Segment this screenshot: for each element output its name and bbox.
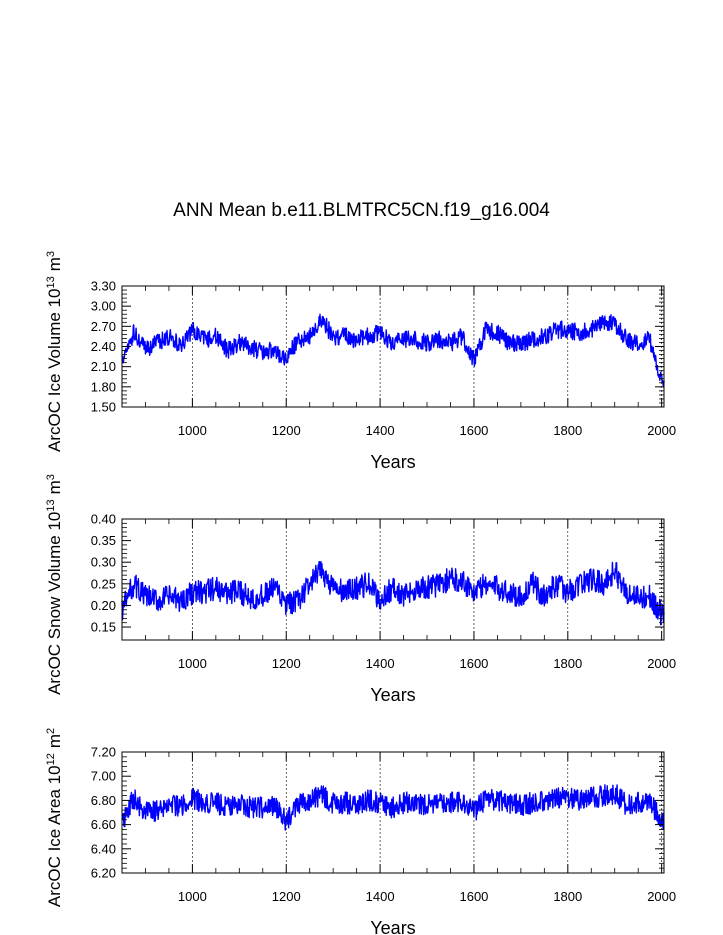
y-tick-label: 1.80 (91, 379, 116, 394)
y-tick-label: 0.35 (91, 533, 116, 548)
x-tick-label: 2000 (647, 423, 676, 438)
x-tick-label: 1200 (272, 656, 301, 671)
figure-title: ANN Mean b.e11.BLMTRC5CN.f19_g16.004 (173, 200, 550, 221)
y-tick-label: 6.60 (91, 817, 116, 832)
x-tick-label: 1800 (553, 656, 582, 671)
series-line (121, 313, 665, 388)
y-tick-label: 0.30 (91, 555, 116, 570)
y-tick-label: 1.50 (91, 400, 116, 415)
y-tick-label: 0.20 (91, 598, 116, 613)
y-axis-label: ArcOC Ice Volume 1013m3 (45, 251, 64, 452)
y-tick-label: 6.40 (91, 841, 116, 856)
y-axis-label: ArcOC Ice Area 1012m2 (45, 728, 64, 907)
x-axis-label: Years (370, 685, 415, 705)
y-tick-label: 6.20 (91, 866, 116, 881)
y-tick-label: 3.00 (91, 299, 116, 314)
y-tick-label: 2.10 (91, 359, 116, 374)
y-axis-label: ArcOC Snow Volume 1013m3 (45, 474, 64, 695)
x-tick-label: 1400 (366, 889, 395, 904)
x-tick-label: 2000 (647, 656, 676, 671)
x-tick-label: 1000 (178, 423, 207, 438)
x-tick-label: 1600 (459, 423, 488, 438)
series-line (121, 560, 665, 626)
y-tick-label: 0.15 (91, 620, 116, 635)
y-tick-label: 7.00 (91, 769, 116, 784)
y-tick-label: 6.80 (91, 793, 116, 808)
y-tick-label: 2.70 (91, 319, 116, 334)
plot-frame (121, 751, 665, 874)
panel-ice-area: 1000 1200 1400 1600 1800 2000 6.20 6.40 6.60 6.80… (45, 728, 676, 935)
x-tick-label: 1800 (553, 889, 582, 904)
x-tick-label: 1000 (178, 889, 207, 904)
x-axis-label: Years (370, 918, 415, 935)
x-tick-label: 1400 (366, 423, 395, 438)
x-tick-label: 2000 (647, 889, 676, 904)
panel-ice-volume: 1000 1200 1400 1600 1800 2000 1.50 1.80 2.10 2.40… (45, 251, 676, 472)
y-tick-label: 0.40 (91, 512, 116, 527)
x-tick-label: 1600 (459, 889, 488, 904)
x-axis-label: Years (370, 452, 415, 472)
y-tick-label: 0.25 (91, 576, 116, 591)
x-tick-label: 1800 (553, 423, 582, 438)
y-tick-label: 3.30 (91, 279, 116, 294)
x-tick-label: 1200 (272, 889, 301, 904)
panel-snow-volume: 1000 1200 1400 1600 1800 2000 0.15 0.20 0.25 0.30… (45, 474, 676, 705)
x-tick-label: 1200 (272, 423, 301, 438)
x-tick-label: 1600 (459, 656, 488, 671)
x-tick-label: 1000 (178, 656, 207, 671)
y-tick-label: 7.20 (91, 745, 116, 760)
x-tick-label: 1400 (366, 656, 395, 671)
series-line (121, 784, 665, 831)
y-tick-label: 2.40 (91, 339, 116, 354)
